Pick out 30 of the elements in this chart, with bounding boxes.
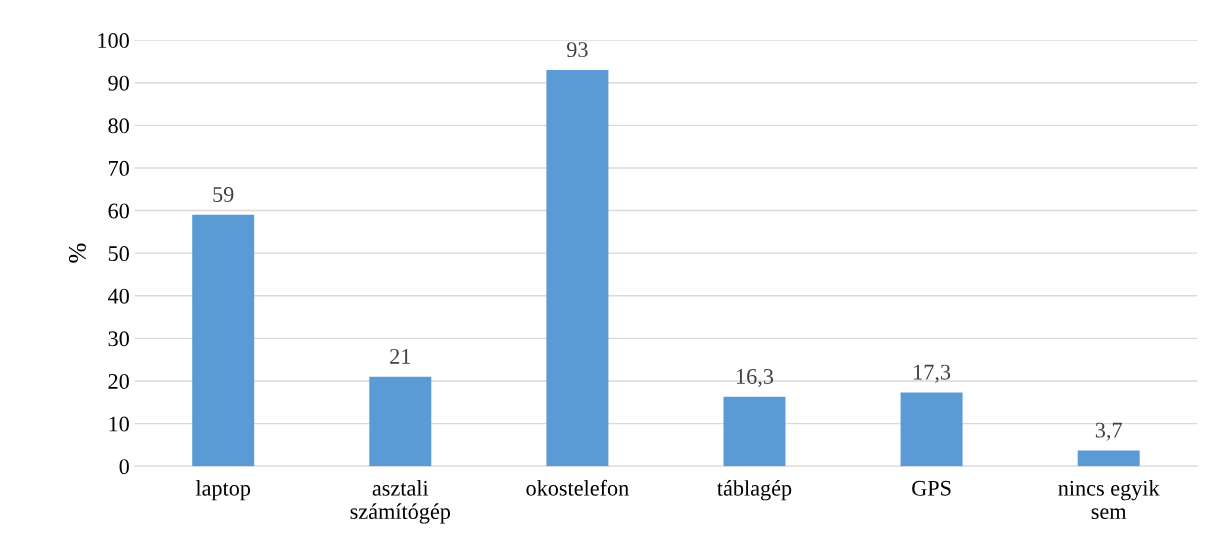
bar: [546, 69, 609, 467]
y-tick-label: 70: [109, 160, 129, 176]
data-label: 59: [213, 187, 234, 202]
data-label: 3,7: [1095, 422, 1122, 441]
y-tick-label: 0: [119, 459, 129, 475]
data-label: 21: [390, 348, 411, 364]
x-tick-label: nincs egyik sem: [1058, 480, 1160, 520]
bar: [369, 376, 432, 467]
x-tick-label: laptop: [195, 480, 251, 501]
bar: [723, 396, 786, 467]
data-label: 16,3: [737, 368, 774, 388]
y-tick-label: 20: [108, 373, 129, 389]
x-tick-label: okostelefon: [526, 479, 629, 496]
x-tick-label: GPS: [912, 480, 951, 496]
y-axis-title: %: [68, 243, 86, 263]
y-tick-label: 80: [108, 118, 129, 134]
data-label: 17,3: [914, 364, 951, 383]
bar: [1077, 450, 1140, 467]
y-tick-label: 30: [108, 331, 129, 347]
y-tick-label: 50: [108, 246, 129, 262]
y-tick-label: 10: [109, 416, 129, 432]
data-label: 93: [566, 42, 588, 58]
y-tick-label: 90: [108, 75, 129, 91]
y-tick-label: 100: [98, 33, 129, 49]
x-tick-label: táblagép: [717, 480, 792, 501]
y-tick-label: 60: [108, 203, 129, 219]
bar: [192, 214, 255, 467]
y-tick-label: 40: [107, 288, 129, 304]
x-tick-label: asztali számítógép: [350, 480, 451, 524]
bar: [900, 392, 963, 467]
